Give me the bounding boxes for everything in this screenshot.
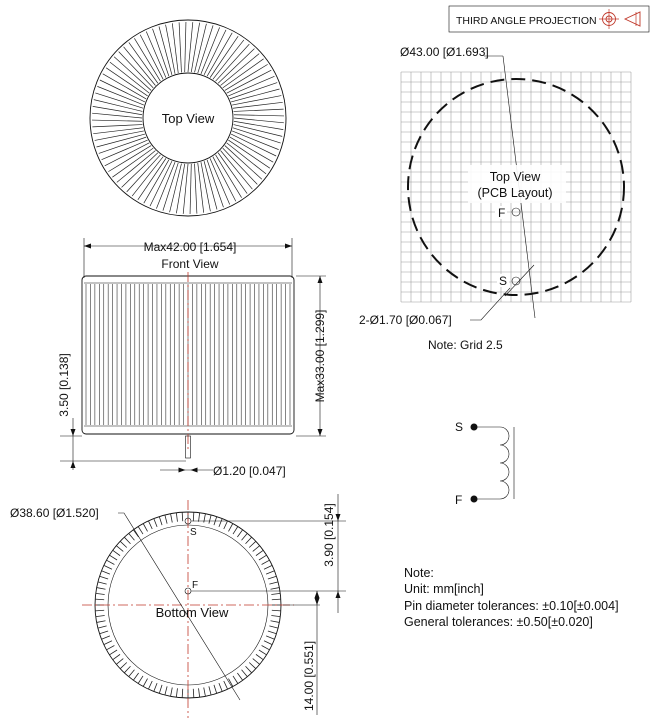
toroid-inner-outline	[142, 72, 234, 164]
pcb-pin-f-label: F	[498, 206, 505, 220]
notes-general-tolerance: General tolerances: ±0.50[±0.020]	[404, 615, 593, 629]
pcb-diameter-text: Ø43.00 [Ø1.693]	[400, 45, 489, 59]
bottom-pin-f-label: F	[192, 580, 198, 591]
pcb-grid	[400, 71, 632, 303]
pcb-title-line2: (PCB Layout)	[477, 186, 552, 200]
offset-dimension-text: 3.50 [0.138]	[57, 353, 71, 416]
bottom-view-label: Bottom View	[156, 605, 229, 620]
front-view: Max42.00 [1.654] Front View Max33.00 [1.…	[57, 238, 327, 478]
pcb-layout: Top View (PCB Layout) F S Ø43.00 [Ø1.693…	[357, 45, 632, 352]
bottom-pin-s-label: S	[190, 527, 197, 538]
pcb-pin-s-label: S	[499, 274, 507, 288]
schematic-pin-f-label: F	[455, 493, 462, 507]
notes-unit: Unit: mm[inch]	[404, 582, 484, 596]
notes-pin-tolerance: Pin diameter tolerances: ±0.10[±0.004]	[404, 599, 619, 613]
pcb-hole-text: 2-Ø1.70 [Ø0.067]	[359, 313, 452, 327]
pcb-hole-f	[511, 207, 521, 217]
pcb-hole-s	[511, 276, 521, 286]
pcb-outline-circle	[407, 78, 625, 296]
f-offset-dimension-text: 14.00 [0.551]	[302, 641, 316, 711]
bottom-diameter-text: Ø38.60 [Ø1.520]	[10, 506, 99, 520]
toroid-outer-outline	[89, 19, 287, 217]
front-windings	[85, 284, 291, 425]
pin-diameter-text: Ø1.20 [0.047]	[213, 464, 286, 478]
top-view-label: Top View	[162, 111, 215, 126]
inductor-schematic: S F	[455, 420, 515, 507]
bottom-diameter-leader	[118, 512, 241, 701]
bottom-teeth	[95, 512, 281, 698]
projection-symbol-icon	[599, 9, 641, 29]
toroid-windings	[92, 22, 284, 214]
projection-label: THIRD ANGLE PROJECTION	[456, 15, 597, 27]
width-dimension-text: Max42.00 [1.654]	[144, 240, 237, 254]
pcb-grid-note: Note: Grid 2.5	[428, 338, 503, 352]
bottom-view: S F Bottom View Ø38.60 [Ø1.520] 3.90 [0.…	[10, 494, 346, 718]
inductor-coil-symbol	[474, 426, 510, 500]
front-view-label: Front View	[161, 257, 218, 271]
pcb-hole-leader	[504, 264, 535, 297]
top-view: Top View	[89, 19, 287, 217]
s-offset-dimension-text: 3.90 [0.154]	[322, 503, 336, 566]
schematic-pin-s-label: S	[455, 420, 463, 434]
pcb-title-line1: Top View	[490, 170, 541, 184]
notes-block: Note: Unit: mm[inch] Pin diameter tolera…	[404, 566, 619, 629]
pin-lead	[185, 435, 191, 459]
projection-box: THIRD ANGLE PROJECTION	[448, 5, 650, 33]
notes-heading: Note:	[404, 566, 434, 580]
height-dimension-text: Max33.00 [1.299]	[313, 310, 327, 403]
